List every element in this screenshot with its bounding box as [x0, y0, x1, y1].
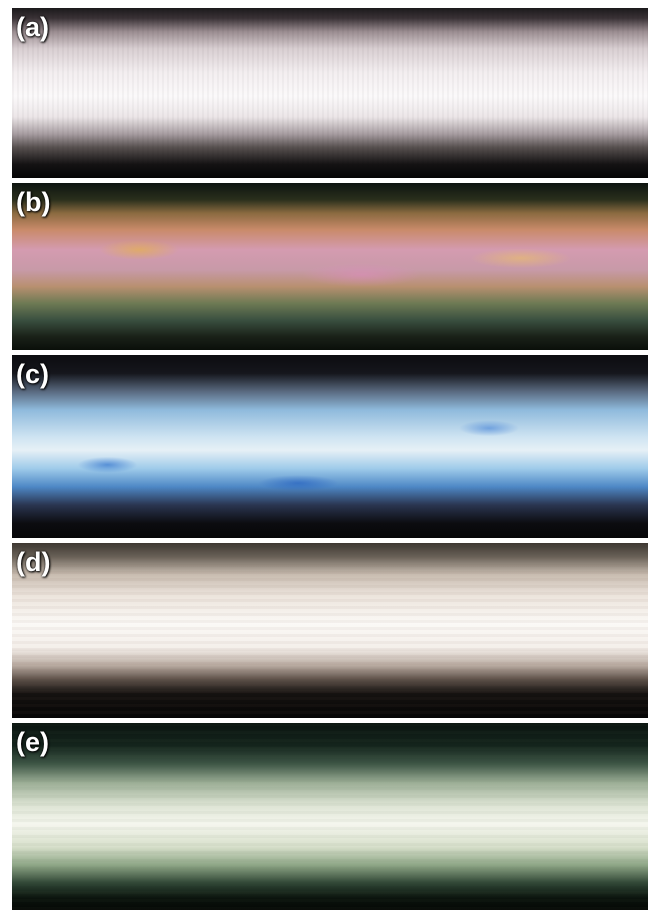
panel-label: (d) — [16, 547, 50, 578]
panel-label: (b) — [16, 187, 50, 218]
panel-label: (c) — [16, 359, 49, 390]
panel-label: (a) — [16, 12, 49, 43]
figure: (a) (b) (c) (d) (e) (() => { const data … — [0, 0, 655, 916]
panel-image: (b) — [12, 183, 648, 350]
panel-image: (a) — [12, 8, 648, 178]
panel-image: (c) — [12, 355, 648, 538]
panel-image: (e) — [12, 723, 648, 910]
panel-image: (d) — [12, 543, 648, 718]
panel-label: (e) — [16, 727, 49, 758]
